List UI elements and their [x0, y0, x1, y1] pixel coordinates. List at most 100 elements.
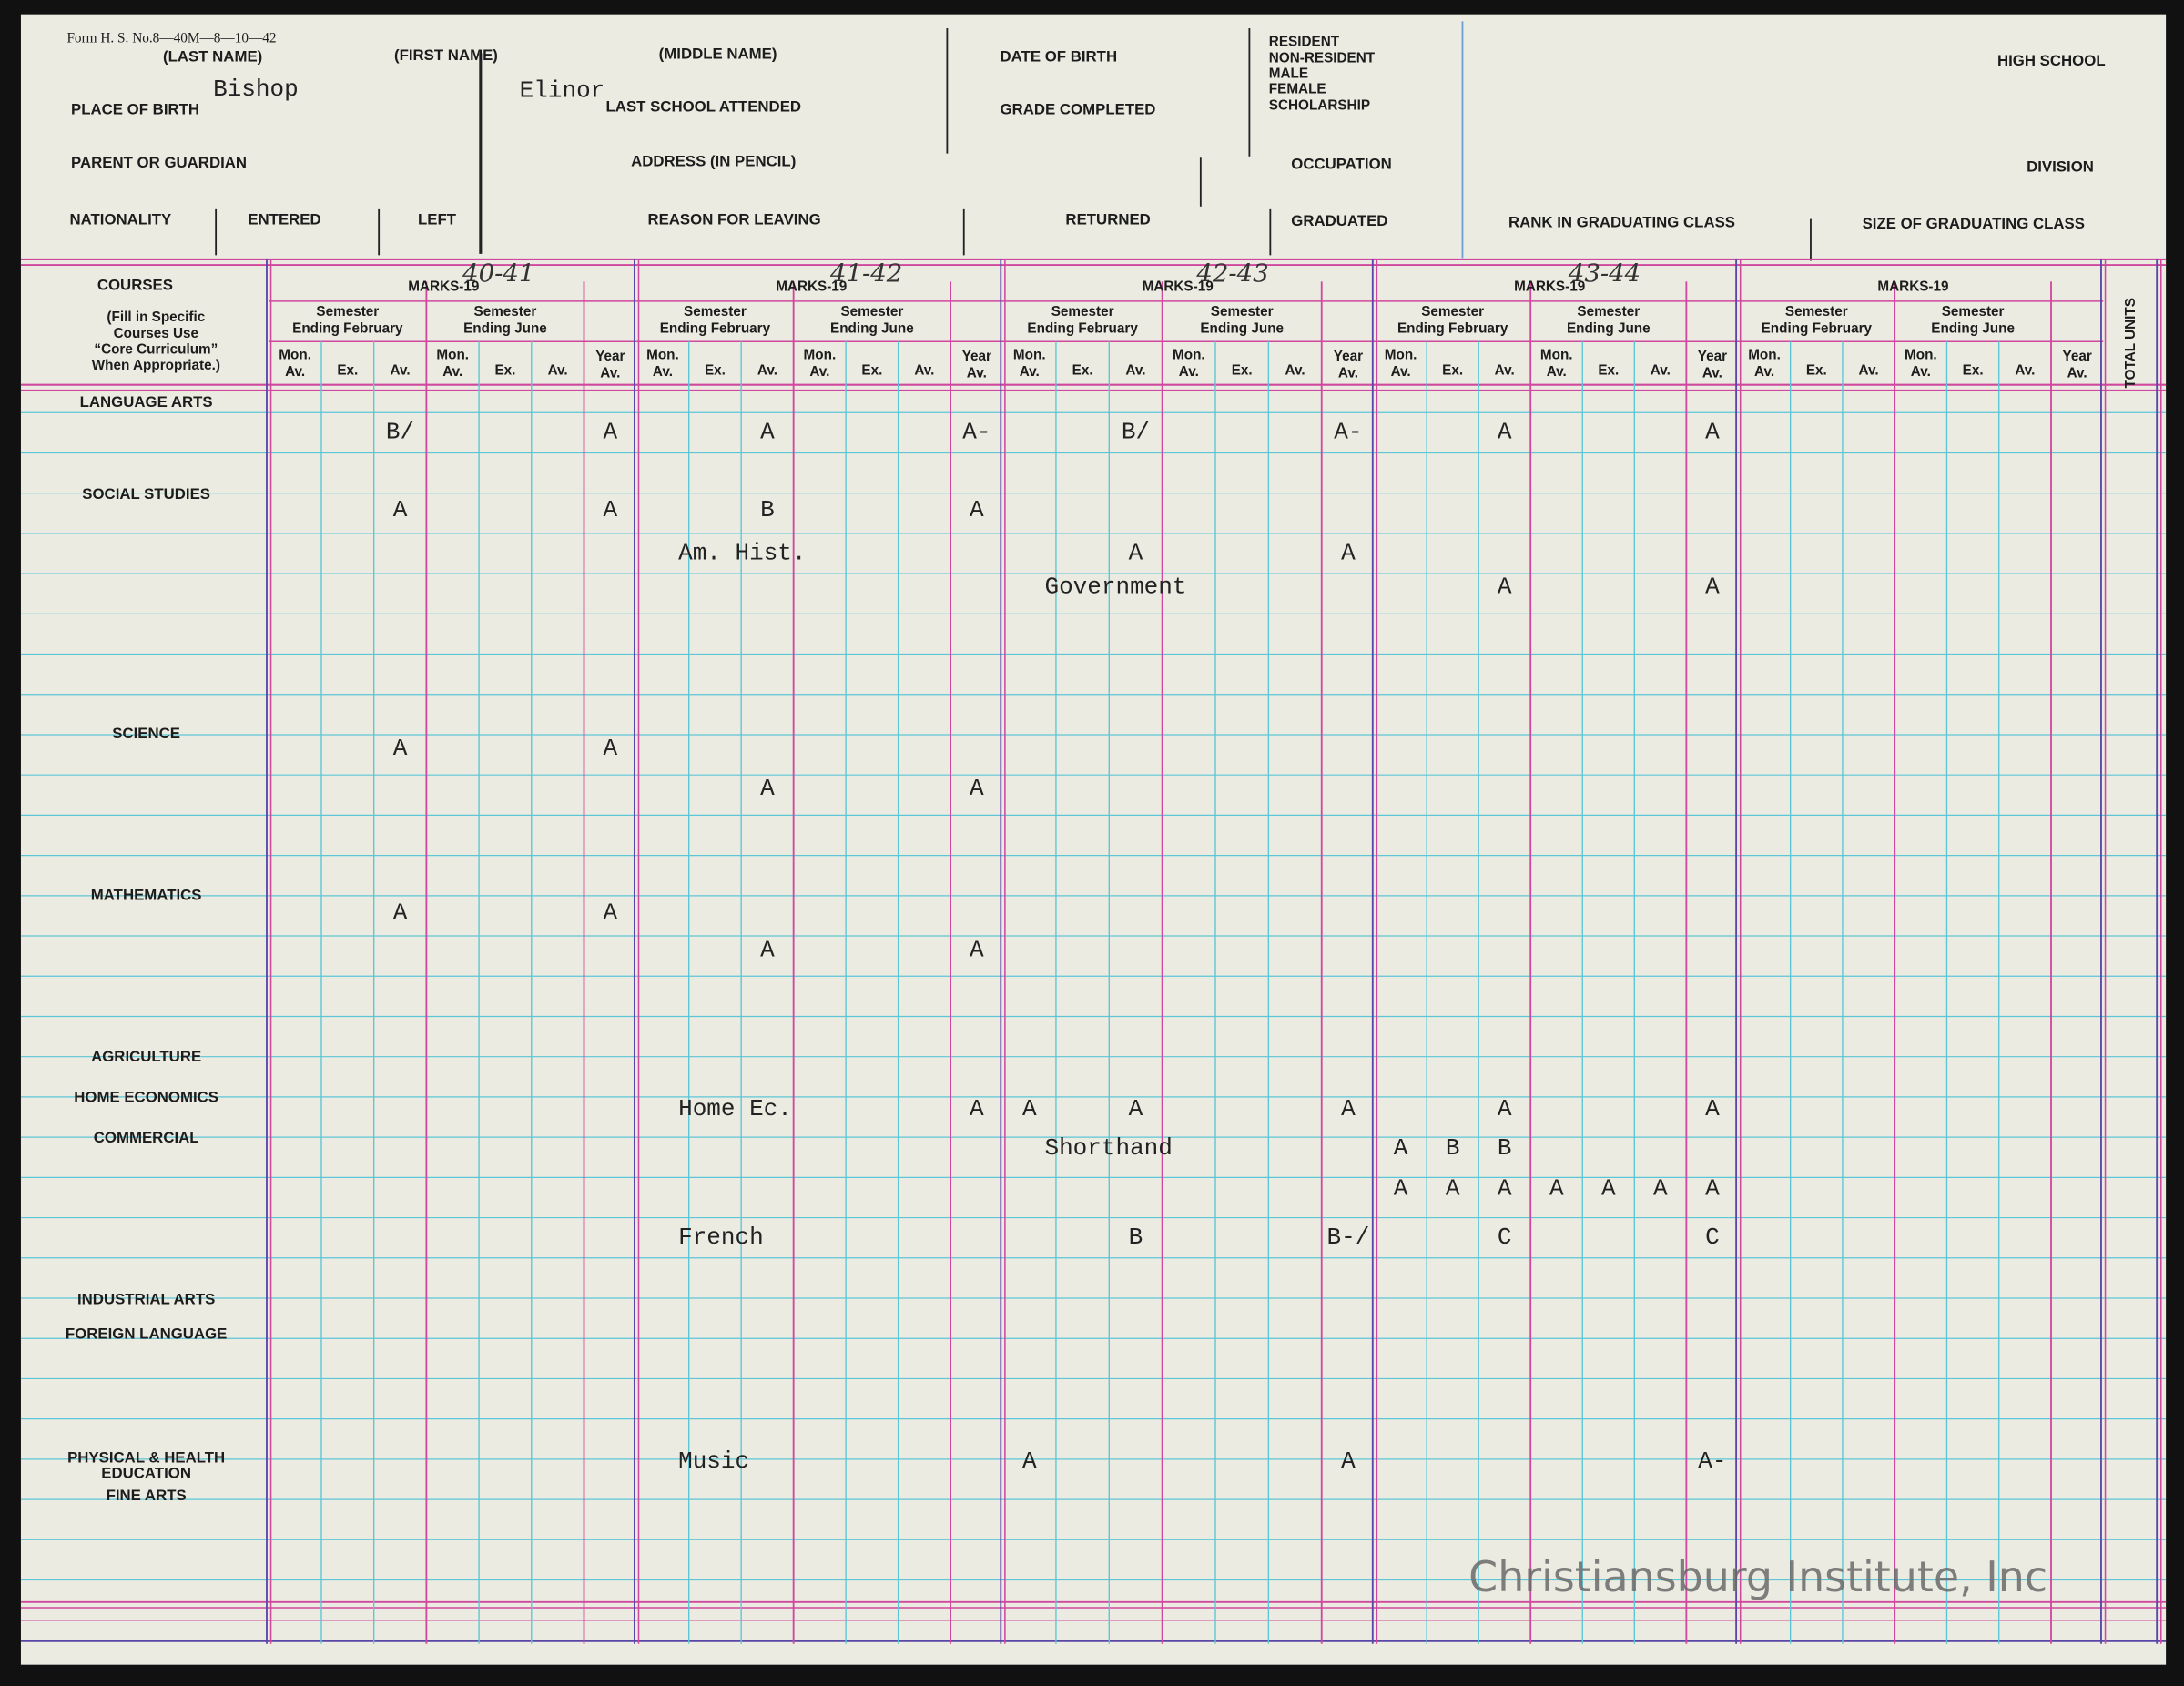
grade: B [1446, 1134, 1460, 1162]
school-year: 40-41 [462, 259, 534, 288]
form-number: Form H. S. No.8—40M—8—10—42 [66, 31, 276, 46]
grade: A [604, 496, 618, 523]
semester-label: Ending February [1762, 320, 1873, 336]
column-label: Mon. [279, 348, 311, 363]
column-label: Av. [1285, 362, 1305, 378]
field-label: FEMALE [1269, 81, 1326, 96]
semester-label: Ending June [830, 320, 914, 336]
semester-label: Ending February [660, 320, 771, 336]
course-name: Music [678, 1447, 749, 1475]
semester-label: Ending June [1931, 320, 2015, 336]
field-label: HIGH SCHOOL [1997, 52, 2106, 69]
column-label: Av. [391, 362, 411, 378]
marks-label: MARKS-19 [408, 279, 479, 295]
column-label: Mon. [1540, 348, 1573, 363]
field-label: NON-RESIDENT [1269, 51, 1376, 66]
subject-label: LANGUAGE ARTS [80, 393, 213, 411]
grade: A [1601, 1174, 1616, 1202]
course-name: Am. Hist. [678, 540, 806, 567]
grade: A [393, 496, 408, 523]
last-name: Bishop [213, 76, 299, 103]
column-label: Av. [1338, 365, 1358, 381]
grade: A [760, 775, 775, 802]
field-label: SIZE OF GRADUATING CLASS [1863, 215, 2085, 232]
grade: A [1498, 1095, 1512, 1122]
subject-label: FINE ARTS [107, 1487, 187, 1504]
grade: A- [1334, 419, 1362, 446]
field-label: SCHOLARSHIP [1269, 98, 1370, 114]
grade: A [1498, 1174, 1512, 1202]
grade: A [1549, 1174, 1564, 1202]
column-label: Mon. [1748, 348, 1781, 363]
semester-label: Semester [1051, 304, 1114, 320]
course-name: Shorthand [1044, 1134, 1172, 1162]
column-label: Av. [1651, 362, 1671, 378]
column-label: Year [595, 349, 625, 364]
column-label: Ex. [1232, 362, 1253, 378]
grade: A [1394, 1174, 1408, 1202]
column-label: Mon. [646, 348, 679, 363]
semester-label: Ending June [1200, 320, 1284, 336]
paper [20, 14, 2167, 1665]
grade: A [1498, 573, 1512, 600]
column-label: Av. [967, 365, 987, 381]
column-label: Av. [757, 362, 777, 378]
field-label: (FIRST NAME) [394, 46, 498, 64]
grade: A [970, 937, 984, 964]
field-label: ENTERED [248, 211, 320, 229]
grade: A [1394, 1134, 1408, 1162]
grade: A [604, 419, 618, 446]
subject-label: SOCIAL STUDIES [82, 485, 210, 503]
field-label: ADDRESS (IN PENCIL) [631, 152, 796, 169]
grade: A [1022, 1447, 1037, 1475]
column-label: Av. [809, 364, 829, 380]
course-name: Government [1044, 573, 1186, 600]
semester-label: Semester [1211, 304, 1274, 320]
column-label: Av. [914, 362, 934, 378]
column-label: Ex. [337, 362, 358, 378]
column-label: Mon. [1905, 348, 1937, 363]
grade: B [1129, 1224, 1143, 1251]
semester-label: Ending February [1397, 320, 1508, 336]
field-label: OCCUPATION [1291, 155, 1392, 172]
school-year: 43-44 [1568, 259, 1641, 288]
column-label: Mon. [1013, 348, 1046, 363]
grade: A [1705, 1174, 1720, 1202]
column-label: Year [2062, 349, 2091, 364]
subject-label: COMMERCIAL [94, 1129, 199, 1146]
field-label: DIVISION [2027, 157, 2094, 175]
courses-note: Courses Use [114, 326, 198, 341]
column-label: Av. [1702, 365, 1722, 381]
field-label: PLACE OF BIRTH [71, 101, 199, 118]
grade: A [1129, 540, 1143, 567]
column-label: Mon. [436, 348, 469, 363]
grade: A [1705, 573, 1720, 600]
grade: B/ [386, 419, 414, 446]
grade: A [1341, 540, 1356, 567]
column-label: Av. [2067, 365, 2087, 381]
column-label: Mon. [804, 348, 837, 363]
semester-label: Ending June [1567, 320, 1651, 336]
column-label: Ex. [1806, 362, 1827, 378]
column-label: Av. [442, 364, 462, 380]
grade: C [1498, 1224, 1512, 1251]
subject-label: HOME ECONOMICS [74, 1088, 218, 1105]
grade: A [1705, 419, 1720, 446]
semester-label: Semester [316, 304, 379, 320]
grade: B [760, 496, 775, 523]
subject-label: PHYSICAL & HEALTH [67, 1449, 225, 1467]
watermark: Christiansburg Institute, Inc [1468, 1552, 2047, 1601]
subject-label: SCIENCE [112, 725, 180, 742]
column-label: Av. [1911, 364, 1931, 380]
column-label: Mon. [1385, 348, 1417, 363]
grade: A [1341, 1447, 1356, 1475]
courses-note: “Core Curriculum” [94, 341, 218, 357]
courses-note: When Appropriate.) [92, 358, 220, 373]
course-name: Home Ec. [678, 1095, 792, 1122]
grade: B [1498, 1134, 1512, 1162]
grade: A [760, 419, 775, 446]
semester-label: Ending June [463, 320, 547, 336]
column-label: Ex. [861, 362, 882, 378]
grade: A- [962, 419, 990, 446]
